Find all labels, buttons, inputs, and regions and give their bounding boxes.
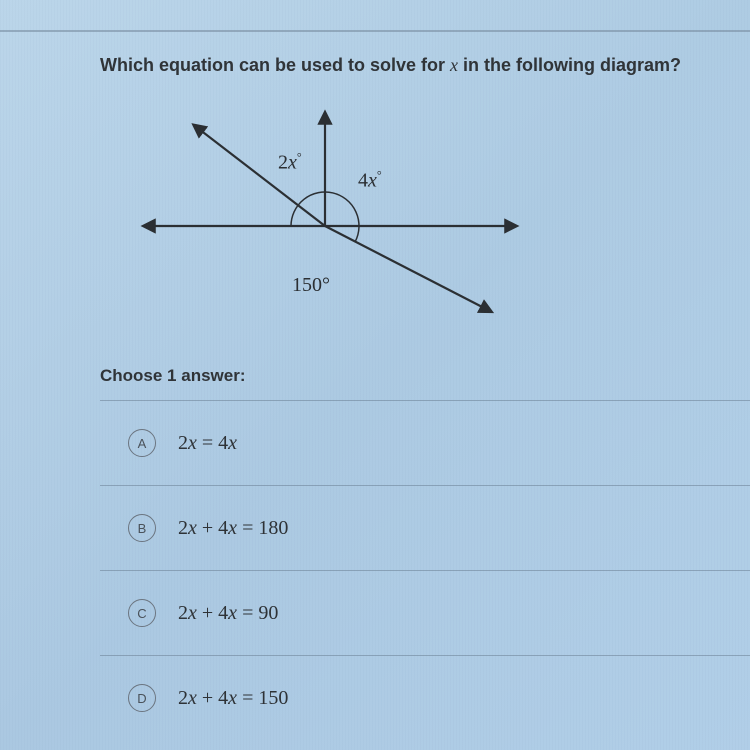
answer-choice-b[interactable]: B 2x + 4x = 180 [100,486,750,571]
angle-diagram: 2x° 4x° 150° [120,96,540,336]
question-container: Which equation can be used to solve for … [0,0,750,740]
choice-equation: 2x + 4x = 180 [178,517,288,540]
question-suffix: in the following diagram? [458,55,681,75]
answer-choice-a[interactable]: A 2x = 4x [100,401,750,486]
choice-letter-circle: D [128,684,156,712]
question-prefix: Which equation can be used to solve for [100,55,450,75]
answer-choice-c[interactable]: C 2x + 4x = 90 [100,571,750,656]
choice-equation: 2x + 4x = 90 [178,602,278,625]
choice-letter-circle: A [128,429,156,457]
diagram-svg [120,96,540,336]
angle-label-4x: 4x° [358,168,382,193]
answer-choice-d[interactable]: D 2x + 4x = 150 [100,656,750,740]
choice-letter-circle: C [128,599,156,627]
answer-choices: A 2x = 4x B 2x + 4x = 180 C 2x + 4x = 90 D 2x +… [100,400,750,740]
question-text: Which equation can be used to solve for … [100,55,750,76]
label-var: x [288,152,297,174]
label-var: x [368,170,377,192]
label-num: 4 [358,170,368,192]
choice-equation: 2x + 4x = 150 [178,687,288,710]
angle-label-2x: 2x° [278,150,302,175]
choice-equation: 2x = 4x [178,432,237,455]
label-deg: ° [377,168,382,182]
choice-letter-circle: B [128,514,156,542]
angle-label-150: 150° [292,274,330,297]
question-variable: x [450,55,458,75]
label-plain: 150° [292,274,330,296]
label-num: 2 [278,152,288,174]
label-deg: ° [297,150,302,164]
choose-prompt: Choose 1 answer: [100,366,750,386]
